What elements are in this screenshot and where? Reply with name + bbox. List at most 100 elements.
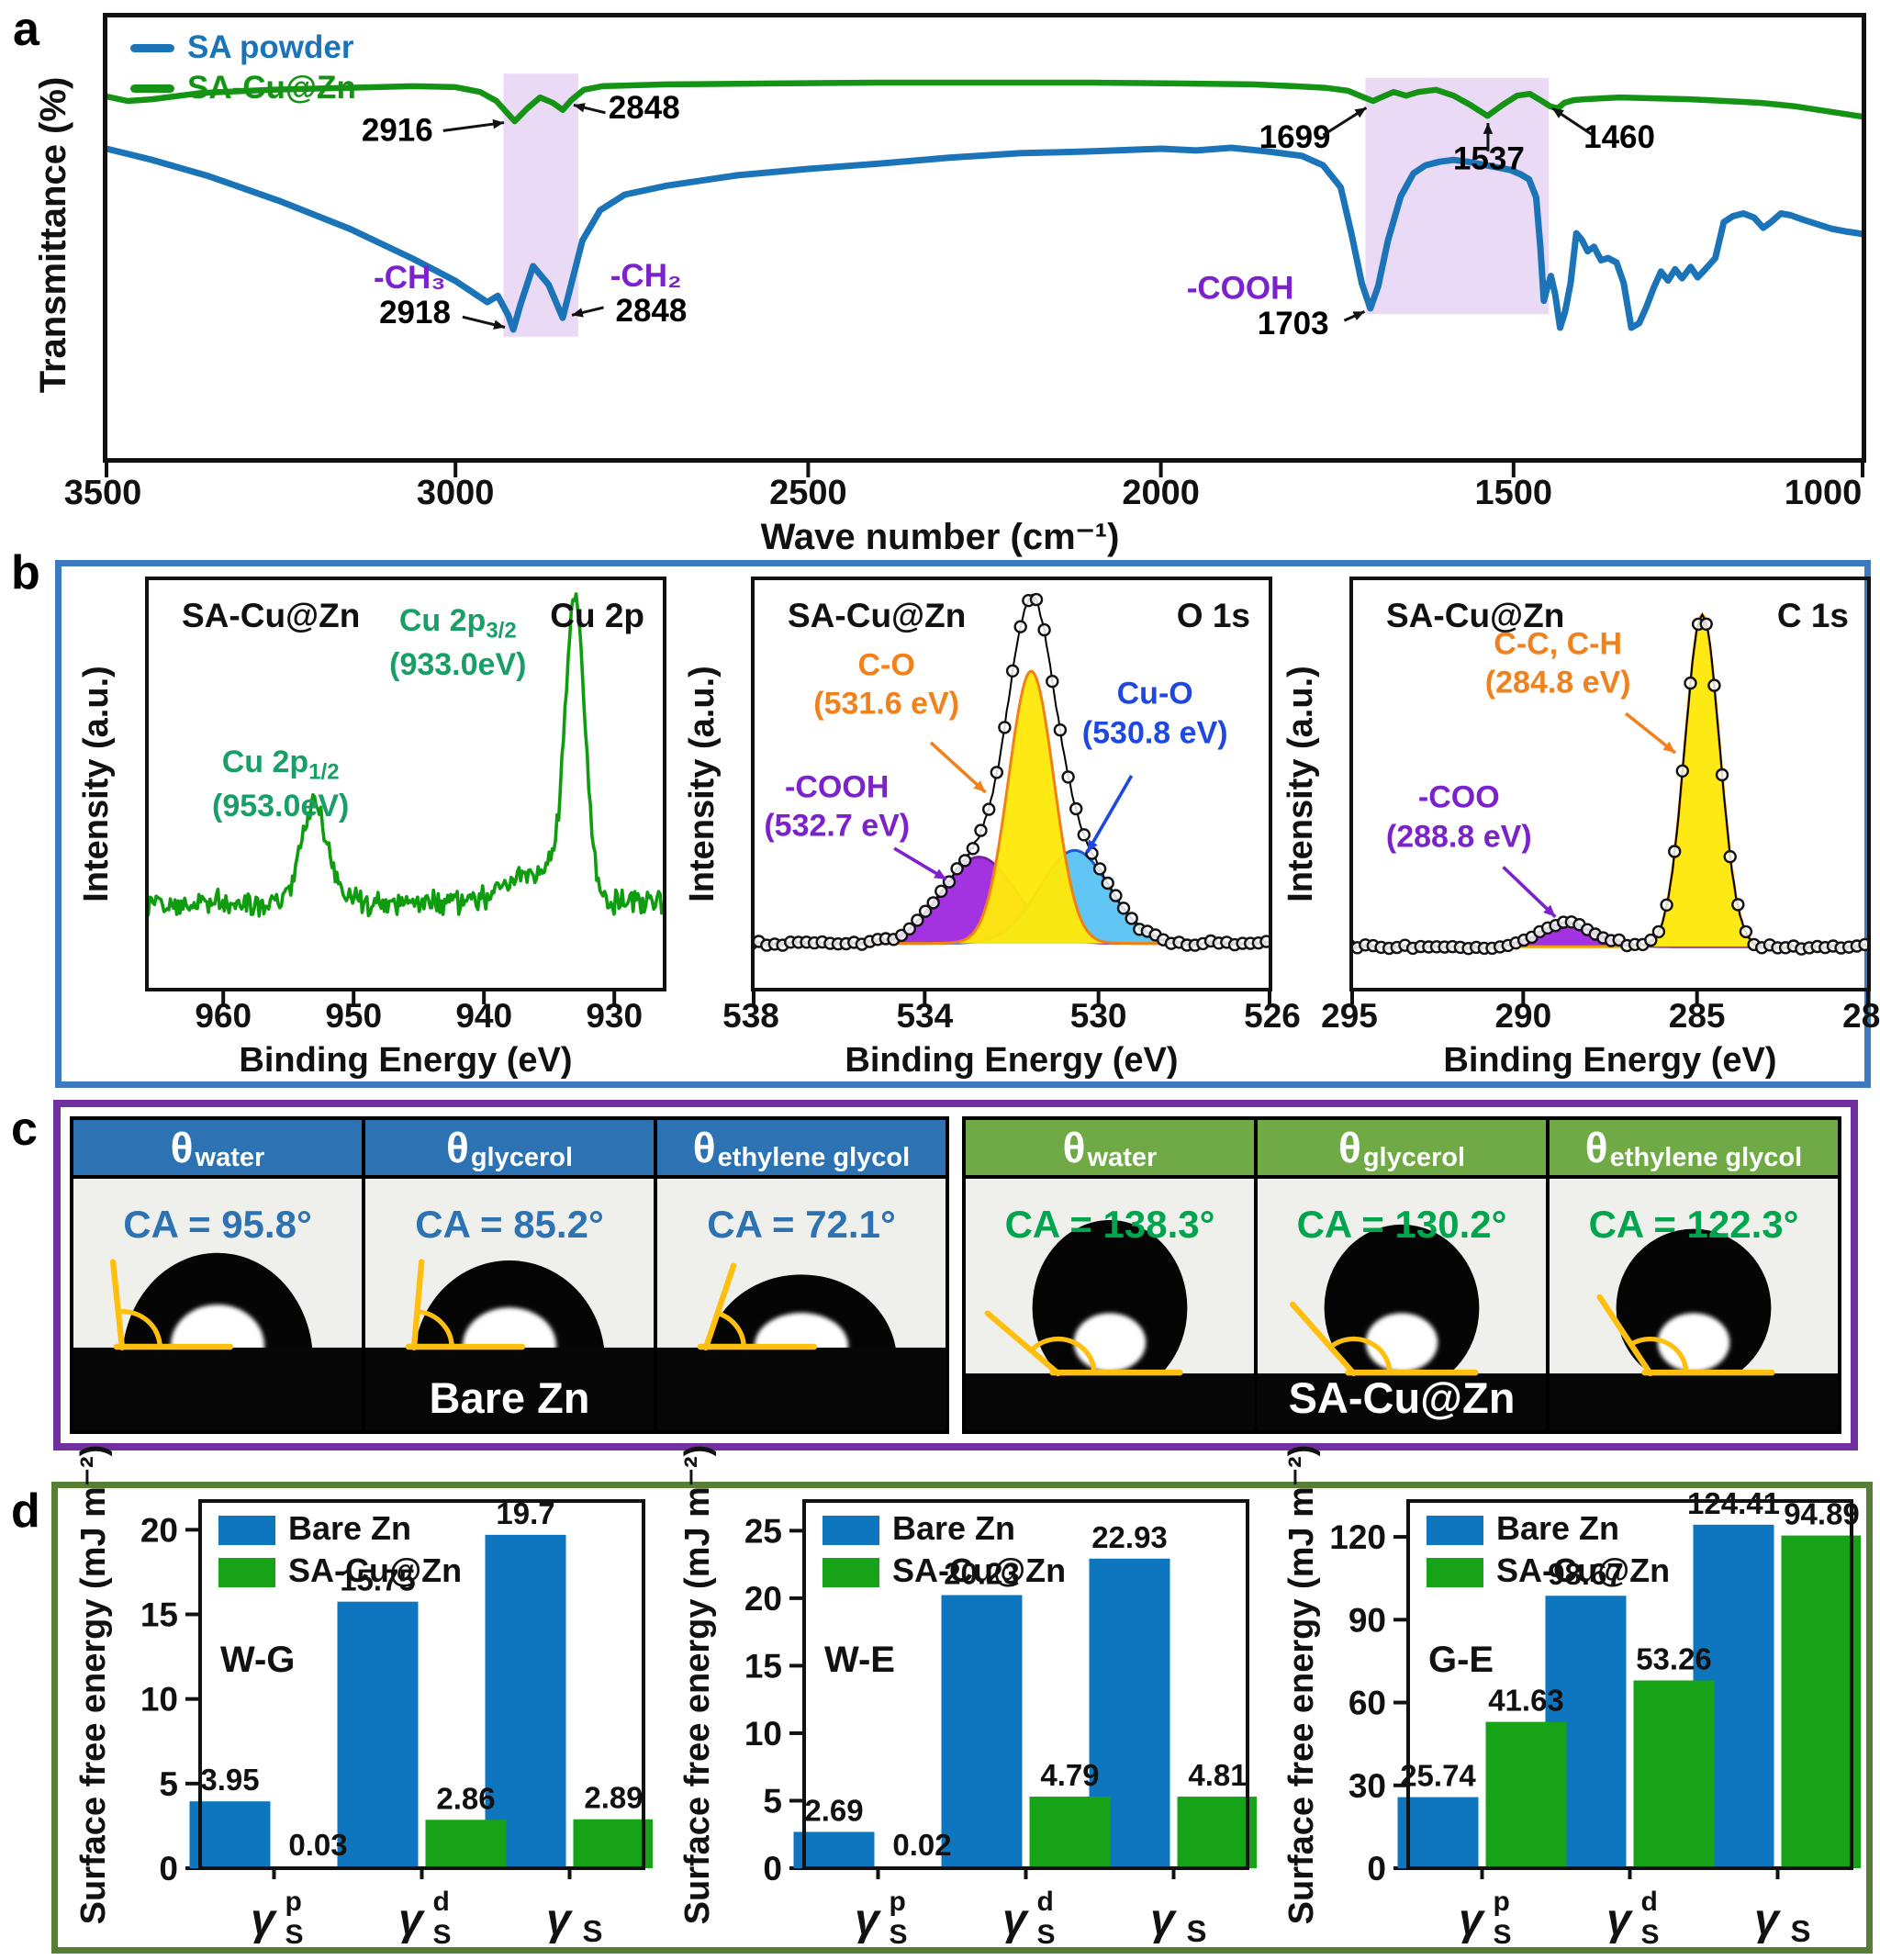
ftir-legend: SA powder SA-Cu@Zn [130, 28, 356, 108]
axis-tick-label: 3000 [416, 474, 495, 512]
xps-envelope-marker [918, 904, 933, 918]
sfe-we-chart: 0 5 10 15 20 25 2.69 20.23 22.93 0.02 4.79 4.81 Bare… [744, 1499, 1257, 1949]
angle-arc [716, 1310, 746, 1348]
angle-tangent-line [984, 1310, 1061, 1377]
legend-item-sa-powder: SA powder [130, 28, 356, 68]
sample-label: SA-Cu@Zn [1386, 597, 1565, 634]
ftir-annotation: -CH₃ [374, 260, 445, 296]
category-sup: p [1494, 1887, 1510, 1917]
axis-tick-label: 3500 [63, 474, 142, 512]
ftir-annotation: 1703 [1258, 306, 1329, 342]
contact-angle-value: CA = 95.8° [123, 1203, 312, 1246]
xps-envelope-marker [1125, 912, 1138, 925]
ftir-annotation: 2848 [615, 293, 687, 329]
highlight-band [1365, 78, 1550, 315]
legend-label: SA-Cu@Zn [288, 1551, 462, 1589]
xps-envelope-marker [974, 823, 988, 837]
xps-o1s-spectrum [751, 577, 1272, 1004]
legend-label-sa-powder: SA powder [187, 29, 354, 65]
ftir-annotation: -COOH [1187, 271, 1294, 307]
ca-header: θ water [73, 1120, 362, 1179]
category-gamma: γ [398, 1896, 425, 1944]
legend-swatch [1427, 1516, 1483, 1545]
bar-value-label: 0.03 [288, 1828, 347, 1862]
category-sub: S [1037, 1920, 1056, 1949]
angle-arc [1328, 1336, 1393, 1373]
bar-value-label: 124.41 [1687, 1492, 1780, 1520]
y-tick-label: 10 [140, 1681, 178, 1719]
bar-bare-zn [337, 1601, 419, 1868]
xps-envelope-marker [1077, 828, 1091, 842]
xps-envelope-marker [982, 802, 996, 816]
category-sub: S [1187, 1914, 1207, 1948]
droplet [1616, 1228, 1772, 1387]
ca-cell-bare-glycerol: θ glycerol CA = 85.2° [362, 1120, 654, 1430]
axis-tick-label: 290 [1494, 997, 1552, 1035]
angle-arc [1629, 1336, 1689, 1373]
legend-label: Bare Zn [1496, 1509, 1619, 1547]
xps-envelope-marker [926, 896, 940, 910]
xps-peak-annotation: Cu 2p3/2 (933.0eV) [389, 603, 527, 682]
xps-envelope-marker [966, 842, 980, 856]
xps-envelope-marker [1651, 924, 1666, 939]
sfe-wg-y-axis-title: Surface free energy (mJ m⁻²) [73, 1444, 113, 1925]
droplet-image [1258, 1224, 1546, 1430]
ca-header: θ glycerol [365, 1120, 654, 1179]
theta-symbol: θ [1337, 1124, 1361, 1171]
panel-label-c: c [11, 1103, 38, 1156]
arrow-head [571, 308, 584, 318]
category-gamma: γ [251, 1896, 277, 1944]
liquid-label: ethylene glycol [717, 1142, 911, 1172]
sample-label-bare-zn: Bare Zn [429, 1373, 590, 1422]
ca-header: θ water [966, 1120, 1254, 1179]
category-gamma: γ [1459, 1896, 1485, 1944]
droplet [1032, 1220, 1188, 1396]
xps-envelope-marker [1053, 722, 1068, 737]
xps-peak-annotation: Cu-O (530.8 eV) [1081, 676, 1228, 751]
bar-value-label: 0.02 [892, 1828, 951, 1862]
arrow-head [1483, 123, 1494, 134]
xps-plot-o1s: SA-Cu@Zn O 1s -COOH (532.7 eV) Cu-O (530.8 … [722, 577, 1301, 1083]
region-label: C 1s [1776, 597, 1849, 634]
bar-value-label: 2.69 [804, 1793, 863, 1827]
axis-tick-label: 280 [1842, 997, 1880, 1035]
substrate [1550, 1373, 1838, 1430]
xps-envelope-marker [990, 766, 1003, 779]
chart-tag: G-E [1428, 1640, 1494, 1680]
angle-tangent-line [410, 1259, 425, 1350]
sfe-panel-box: Surface free energy (mJ m⁻²) 0 5 10 15 20 3.9… [51, 1445, 1873, 1954]
y-tick-label: 90 [1348, 1601, 1386, 1639]
sfe-ge-y-axis-title: Surface free energy (mJ m⁻²) [1281, 1444, 1321, 1925]
bar-bare-zn [793, 1831, 875, 1868]
arrow-head [973, 780, 986, 793]
bar-value-label: 2.86 [436, 1781, 495, 1815]
xps-peak-annotation: C-C, C-H (284.8 eV) [1484, 626, 1631, 700]
panel-label-a: a [13, 3, 39, 56]
bar-sa-cu-zn [1781, 1535, 1861, 1868]
axis-tick-label: 2500 [769, 474, 847, 512]
substrate [365, 1347, 654, 1430]
region-label: O 1s [1176, 597, 1250, 634]
category-sub: S [285, 1920, 304, 1949]
y-tick-label: 15 [140, 1596, 178, 1634]
ca-header: θ ethylene glycol [657, 1120, 946, 1179]
y-tick-label: 10 [744, 1715, 782, 1753]
bar-value-label: 2.89 [584, 1781, 643, 1815]
legend-swatch [218, 1516, 275, 1545]
axis-tick-label: 530 [1069, 997, 1127, 1035]
xps-envelope-marker [1699, 617, 1713, 631]
bar-value-label: 98.67 [1548, 1557, 1624, 1591]
legend-label: Bare Zn [892, 1509, 1015, 1547]
xps-envelope-marker [1668, 845, 1682, 858]
xps-envelope-marker [1046, 674, 1059, 689]
bar-sa-cu-zn [573, 1819, 653, 1868]
ftir-annotation: 2848 [609, 90, 680, 126]
substrate [966, 1373, 1254, 1430]
legend-label: SA-Cu@Zn [892, 1551, 1066, 1589]
bar-sa-cu-zn [1029, 1797, 1111, 1868]
ftir-annotation: -CH₂ [610, 258, 682, 294]
sfe-ge-chart: 030609012025.7498.67124.4141.6353.2694.8… [1329, 1492, 1861, 1949]
ftir-curve-sa-cu-zn [103, 79, 1866, 125]
